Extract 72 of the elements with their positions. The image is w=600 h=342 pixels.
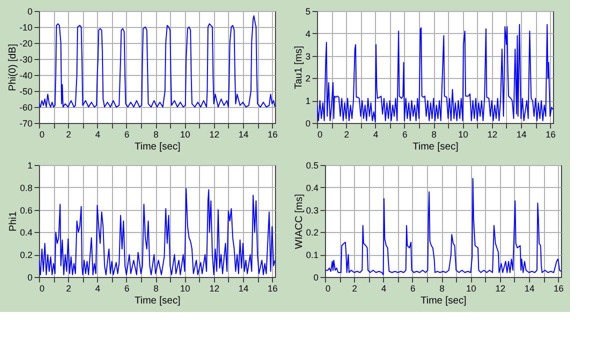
y-tick-label: 1 bbox=[305, 96, 310, 106]
x-tick-label: 10 bbox=[466, 284, 476, 294]
x-tick-label: 14 bbox=[516, 130, 526, 140]
y-tick-label: 4 bbox=[305, 28, 310, 39]
x-tick-label: 0 bbox=[40, 130, 45, 140]
x-tick-label: 6 bbox=[410, 284, 416, 294]
y-tick-label: 0.8 bbox=[20, 182, 32, 193]
y-tick-label: 0 bbox=[27, 6, 32, 16]
y-tick-label: 0.2 bbox=[306, 228, 318, 238]
y-axis-title: WIACC [ms] bbox=[294, 194, 305, 249]
x-axis-title: Time [sec] bbox=[134, 296, 181, 306]
x-tick-label: 6 bbox=[124, 284, 130, 294]
x-tick-label: 2 bbox=[352, 284, 358, 294]
x-axis-title: Time [sec] bbox=[134, 142, 181, 152]
y-tick-label: 1 bbox=[27, 160, 32, 170]
x-tick-label: 4 bbox=[381, 284, 386, 294]
y-axis-title: Tau1 [ms] bbox=[293, 46, 304, 90]
x-axis-title: Time [sec] bbox=[420, 296, 467, 306]
x-tick-label: 12 bbox=[495, 284, 506, 294]
line-series bbox=[39, 188, 275, 276]
x-tick-label: 4 bbox=[373, 130, 378, 140]
x-tick-label: 16 bbox=[268, 284, 278, 294]
y-tick-label: -70 bbox=[19, 118, 32, 128]
x-tick-label: 4 bbox=[95, 130, 100, 140]
x-tick-label: 8 bbox=[440, 284, 445, 294]
x-tick-label: 0 bbox=[326, 284, 331, 294]
y-axis-title: Phi(0) [dB] bbox=[7, 44, 18, 92]
y-tick-label: -60 bbox=[19, 102, 32, 112]
y-tick-label: 0 bbox=[305, 118, 310, 128]
y-tick-label: -50 bbox=[19, 86, 32, 96]
x-axis-title: Time [sec] bbox=[412, 142, 459, 152]
y-tick-label: 5 bbox=[305, 6, 310, 16]
x-tick-label: 6 bbox=[402, 130, 408, 140]
y-tick-label: 0.4 bbox=[20, 228, 32, 238]
x-tick-label: 0 bbox=[40, 284, 45, 294]
y-tick-label: 0.4 bbox=[306, 182, 318, 193]
y-tick-label: 0.2 bbox=[20, 250, 32, 260]
y-tick-label: 0.6 bbox=[20, 205, 32, 216]
line-series bbox=[325, 178, 561, 276]
x-tick-label: 16 bbox=[268, 130, 278, 140]
x-tick-label: 10 bbox=[180, 130, 190, 140]
y-tick-label: 0 bbox=[27, 272, 32, 282]
line-series bbox=[39, 15, 275, 108]
x-tick-label: 8 bbox=[154, 284, 159, 294]
y-tick-label: -40 bbox=[19, 70, 32, 80]
x-tick-label: 4 bbox=[95, 284, 100, 294]
y-tick-label: 0 bbox=[313, 272, 318, 282]
x-tick-label: 2 bbox=[66, 130, 72, 140]
y-tick-label: 0.3 bbox=[306, 205, 318, 216]
x-tick-label: 6 bbox=[124, 130, 130, 140]
y-tick-label: 3 bbox=[305, 51, 310, 62]
y-tick-label: -30 bbox=[19, 54, 32, 64]
x-tick-label: 10 bbox=[180, 284, 190, 294]
x-tick-label: 2 bbox=[66, 284, 72, 294]
x-tick-label: 16 bbox=[554, 284, 564, 294]
x-tick-label: 12 bbox=[209, 130, 220, 140]
x-tick-label: 10 bbox=[458, 130, 468, 140]
x-tick-label: 16 bbox=[546, 130, 556, 140]
y-axis-title: Phi1 bbox=[8, 211, 19, 232]
y-tick-label: 0.1 bbox=[306, 250, 318, 260]
x-tick-label: 12 bbox=[209, 284, 220, 294]
y-tick-label: -20 bbox=[19, 38, 32, 48]
x-tick-label: 2 bbox=[344, 130, 350, 140]
y-tick-label: 0.5 bbox=[306, 160, 318, 170]
x-tick-label: 8 bbox=[154, 130, 159, 140]
y-tick-label: 2 bbox=[305, 74, 310, 84]
x-tick-label: 14 bbox=[524, 284, 534, 294]
y-tick-label: -10 bbox=[19, 22, 32, 32]
x-tick-label: 8 bbox=[432, 130, 437, 140]
x-tick-label: 14 bbox=[238, 284, 248, 294]
x-tick-label: 14 bbox=[238, 130, 248, 140]
x-tick-label: 12 bbox=[487, 130, 498, 140]
